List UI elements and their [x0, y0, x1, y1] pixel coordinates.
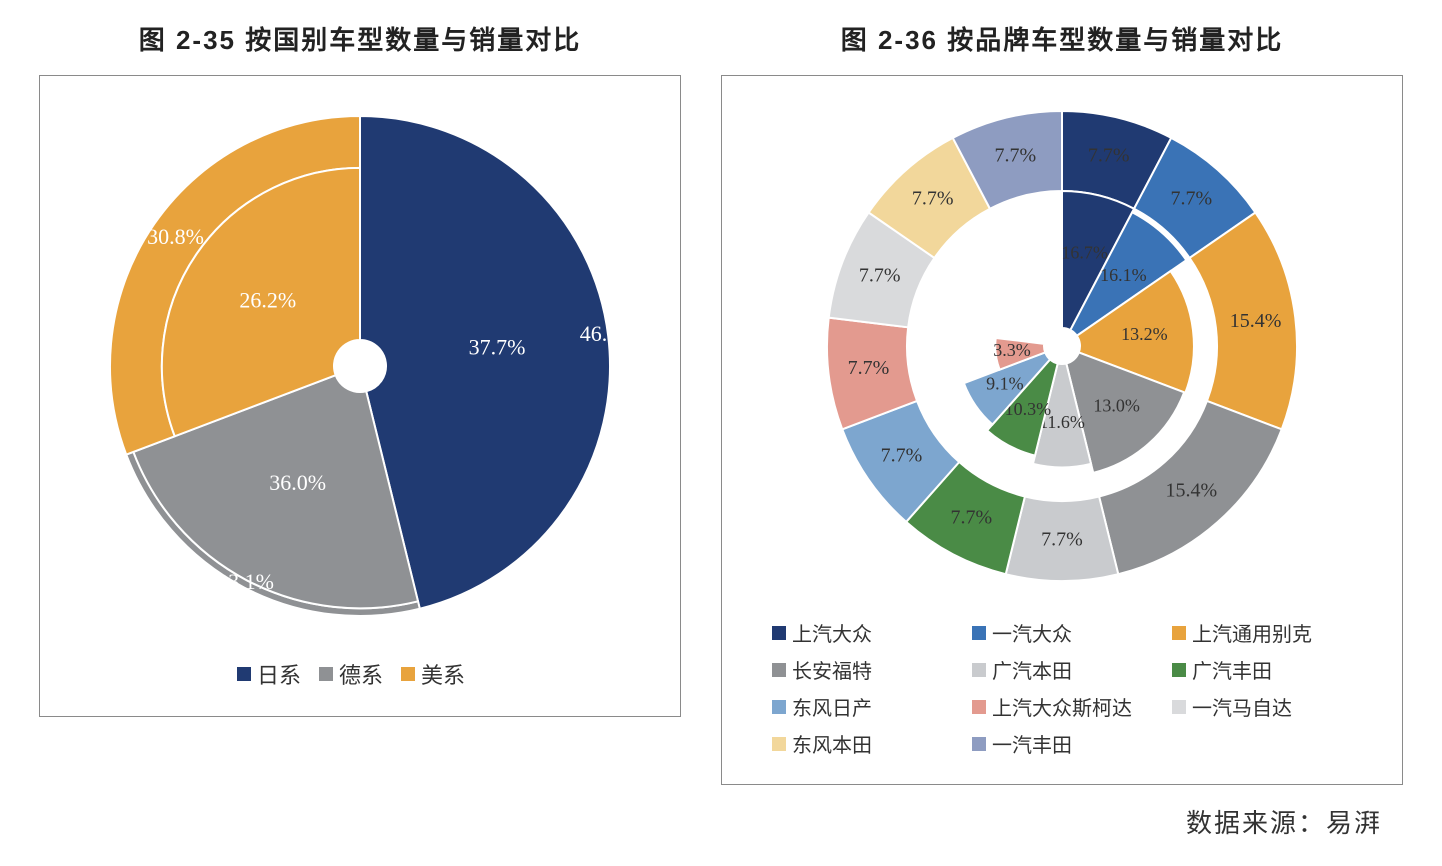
legend-item: 长安福特 — [772, 655, 954, 684]
legend-item: 上汽大众斯柯达 — [972, 692, 1154, 721]
legend-item: 美系 — [401, 658, 465, 690]
legend-label: 东风日产 — [792, 692, 872, 721]
legend-label: 美系 — [421, 658, 465, 690]
legend-swatch — [237, 667, 251, 681]
chart-right-title: 图 2-36 按品牌车型数量与销量对比 — [841, 20, 1284, 57]
legend-label: 长安福特 — [792, 655, 872, 684]
legend-item: 德系 — [319, 658, 383, 690]
legend-swatch — [772, 626, 786, 640]
svg-text:7.7%: 7.7% — [994, 144, 1036, 166]
svg-text:16.1%: 16.1% — [1100, 265, 1147, 285]
svg-text:36.0%: 36.0% — [269, 470, 326, 495]
svg-text:7.7%: 7.7% — [848, 357, 890, 379]
legend-item: 上汽通用别克 — [1172, 618, 1354, 647]
legend-label: 一汽丰田 — [992, 729, 1072, 758]
svg-text:23.1%: 23.1% — [217, 569, 274, 594]
svg-text:30.8%: 30.8% — [147, 224, 204, 249]
chart-left-col: 图 2-35 按国别车型数量与销量对比 46.2% 37.7% 23.1% 36.0%… — [39, 20, 681, 785]
legend-label: 广汽丰田 — [1192, 655, 1272, 684]
svg-text:13.2%: 13.2% — [1121, 324, 1168, 344]
data-source-label: 数据来源：易湃 — [20, 803, 1422, 840]
legend-item: 东风日产 — [772, 692, 954, 721]
svg-text:7.7%: 7.7% — [1170, 188, 1212, 210]
svg-text:37.7%: 37.7% — [469, 334, 526, 359]
svg-text:16.7%: 16.7% — [1061, 242, 1108, 262]
legend-label: 东风本田 — [792, 729, 872, 758]
legend-label: 一汽马自达 — [1192, 692, 1292, 721]
chart-left-legend: 日系 德系 美系 — [237, 658, 483, 698]
charts-row: 图 2-35 按国别车型数量与销量对比 46.2% 37.7% 23.1% 36.0%… — [20, 20, 1422, 785]
legend-item: 上汽大众 — [772, 618, 954, 647]
chart-right-box: 7.7% 7.7% 15.4% 15.4% 7.7% 7.7% 7.7% 7.7% 7.7% 7.… — [721, 75, 1403, 785]
svg-text:7.7%: 7.7% — [1041, 529, 1083, 551]
svg-text:7.7%: 7.7% — [1088, 144, 1130, 166]
svg-text:3.3%: 3.3% — [993, 340, 1031, 360]
svg-text:15.4%: 15.4% — [1165, 480, 1217, 502]
legend-item: 东风本田 — [772, 729, 954, 758]
legend-label: 广汽本田 — [992, 655, 1072, 684]
legend-item: 一汽马自达 — [1172, 692, 1354, 721]
legend-swatch — [972, 626, 986, 640]
legend-item: 日系 — [237, 658, 301, 690]
chart-right-col: 图 2-36 按品牌车型数量与销量对比 7.7%7.7%15.4%15.4%7.… — [721, 20, 1403, 785]
chart-left-box: 46.2% 37.7% 23.1% 36.0% 30.8% 26.2% 日系 德系 美系 — [39, 75, 681, 717]
legend-swatch — [772, 737, 786, 751]
svg-text:7.7%: 7.7% — [881, 444, 923, 466]
svg-text:9.1%: 9.1% — [986, 374, 1024, 394]
chart-left-title: 图 2-35 按国别车型数量与销量对比 — [139, 20, 582, 57]
legend-label: 日系 — [257, 658, 301, 690]
svg-text:15.4%: 15.4% — [1230, 310, 1282, 332]
svg-text:26.2%: 26.2% — [239, 287, 296, 312]
svg-text:7.7%: 7.7% — [859, 264, 901, 286]
legend-label: 德系 — [339, 658, 383, 690]
legend-label: 一汽大众 — [992, 618, 1072, 647]
legend-swatch — [972, 737, 986, 751]
svg-text:46.2%: 46.2% — [580, 321, 637, 346]
legend-item: 一汽丰田 — [972, 729, 1154, 758]
legend-item: 广汽本田 — [972, 655, 1154, 684]
svg-text:13.0%: 13.0% — [1093, 396, 1140, 416]
legend-swatch — [772, 663, 786, 677]
legend-item: 一汽大众 — [972, 618, 1154, 647]
legend-label: 上汽大众 — [792, 618, 872, 647]
chart-right-svg: 7.7% 7.7% 15.4% 15.4% 7.7% 7.7% 7.7% 7.7% 7.7% 7.… — [742, 86, 1382, 606]
chart-right-legend: 上汽大众 一汽大众 上汽通用别克长安福特 广汽本田 广汽丰田东风日产 上汽大众斯柯达 一汽马… — [752, 618, 1372, 766]
legend-label: 上汽大众斯柯达 — [992, 692, 1132, 721]
chart-left-svg: 46.2% 37.7% 23.1% 36.0% 30.8% 26.2% — [60, 86, 660, 646]
legend-swatch — [1172, 663, 1186, 677]
svg-text:7.7%: 7.7% — [951, 506, 993, 528]
legend-swatch — [1172, 626, 1186, 640]
legend-swatch — [972, 663, 986, 677]
legend-swatch — [1172, 700, 1186, 714]
legend-swatch — [401, 667, 415, 681]
legend-swatch — [319, 667, 333, 681]
legend-swatch — [772, 700, 786, 714]
legend-swatch — [972, 700, 986, 714]
svg-text:7.7%: 7.7% — [912, 188, 954, 210]
legend-label: 上汽通用别克 — [1192, 618, 1312, 647]
legend-item: 广汽丰田 — [1172, 655, 1354, 684]
